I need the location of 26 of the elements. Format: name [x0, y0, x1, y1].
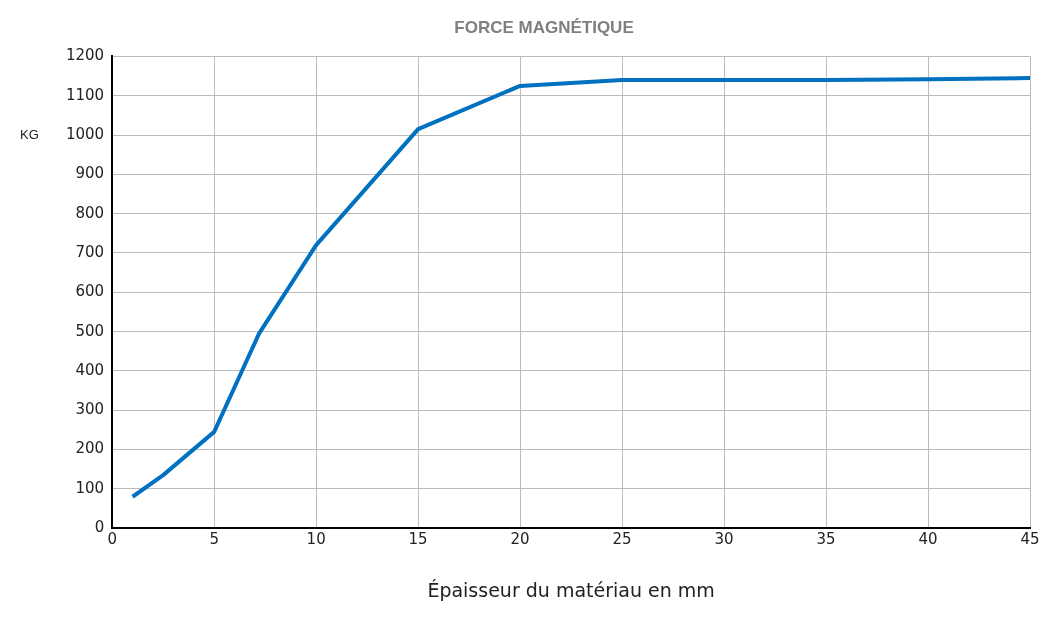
x-tick-label: 0 — [107, 530, 117, 549]
x-tick-label: 20 — [510, 530, 530, 549]
y-tick-label: 700 — [75, 242, 105, 261]
y-tick-label: 1200 — [65, 46, 105, 65]
y-tick-label: 200 — [75, 439, 105, 458]
x-tick-label: 30 — [714, 530, 734, 549]
y-axis-title: KG — [20, 126, 39, 142]
chart-title: FORCE MAGNÉTIQUE — [454, 17, 634, 37]
y-tick-label: 0 — [94, 518, 105, 537]
x-tick-label: 40 — [918, 530, 938, 549]
x-tick-label: 15 — [408, 530, 428, 549]
y-tick-label: 100 — [75, 478, 105, 497]
y-tick-label: 400 — [75, 360, 105, 379]
y-tick-label: 600 — [75, 282, 105, 301]
x-tick-label: 35 — [816, 530, 836, 549]
x-tick-label: 25 — [612, 530, 632, 549]
x-tick-label: 5 — [209, 530, 219, 549]
y-tick-label: 900 — [75, 164, 105, 183]
y-tick-label: 300 — [75, 400, 105, 419]
x-axis-title: Épaisseur du matériau en mm — [427, 578, 715, 601]
y-tick-label: 1100 — [65, 85, 105, 104]
x-tick-label: 45 — [1020, 530, 1040, 549]
x-tick-label: 10 — [306, 530, 326, 549]
y-tick-label: 500 — [75, 321, 105, 340]
y-tick-label: 1000 — [65, 124, 105, 143]
y-tick-label: 800 — [75, 203, 105, 222]
